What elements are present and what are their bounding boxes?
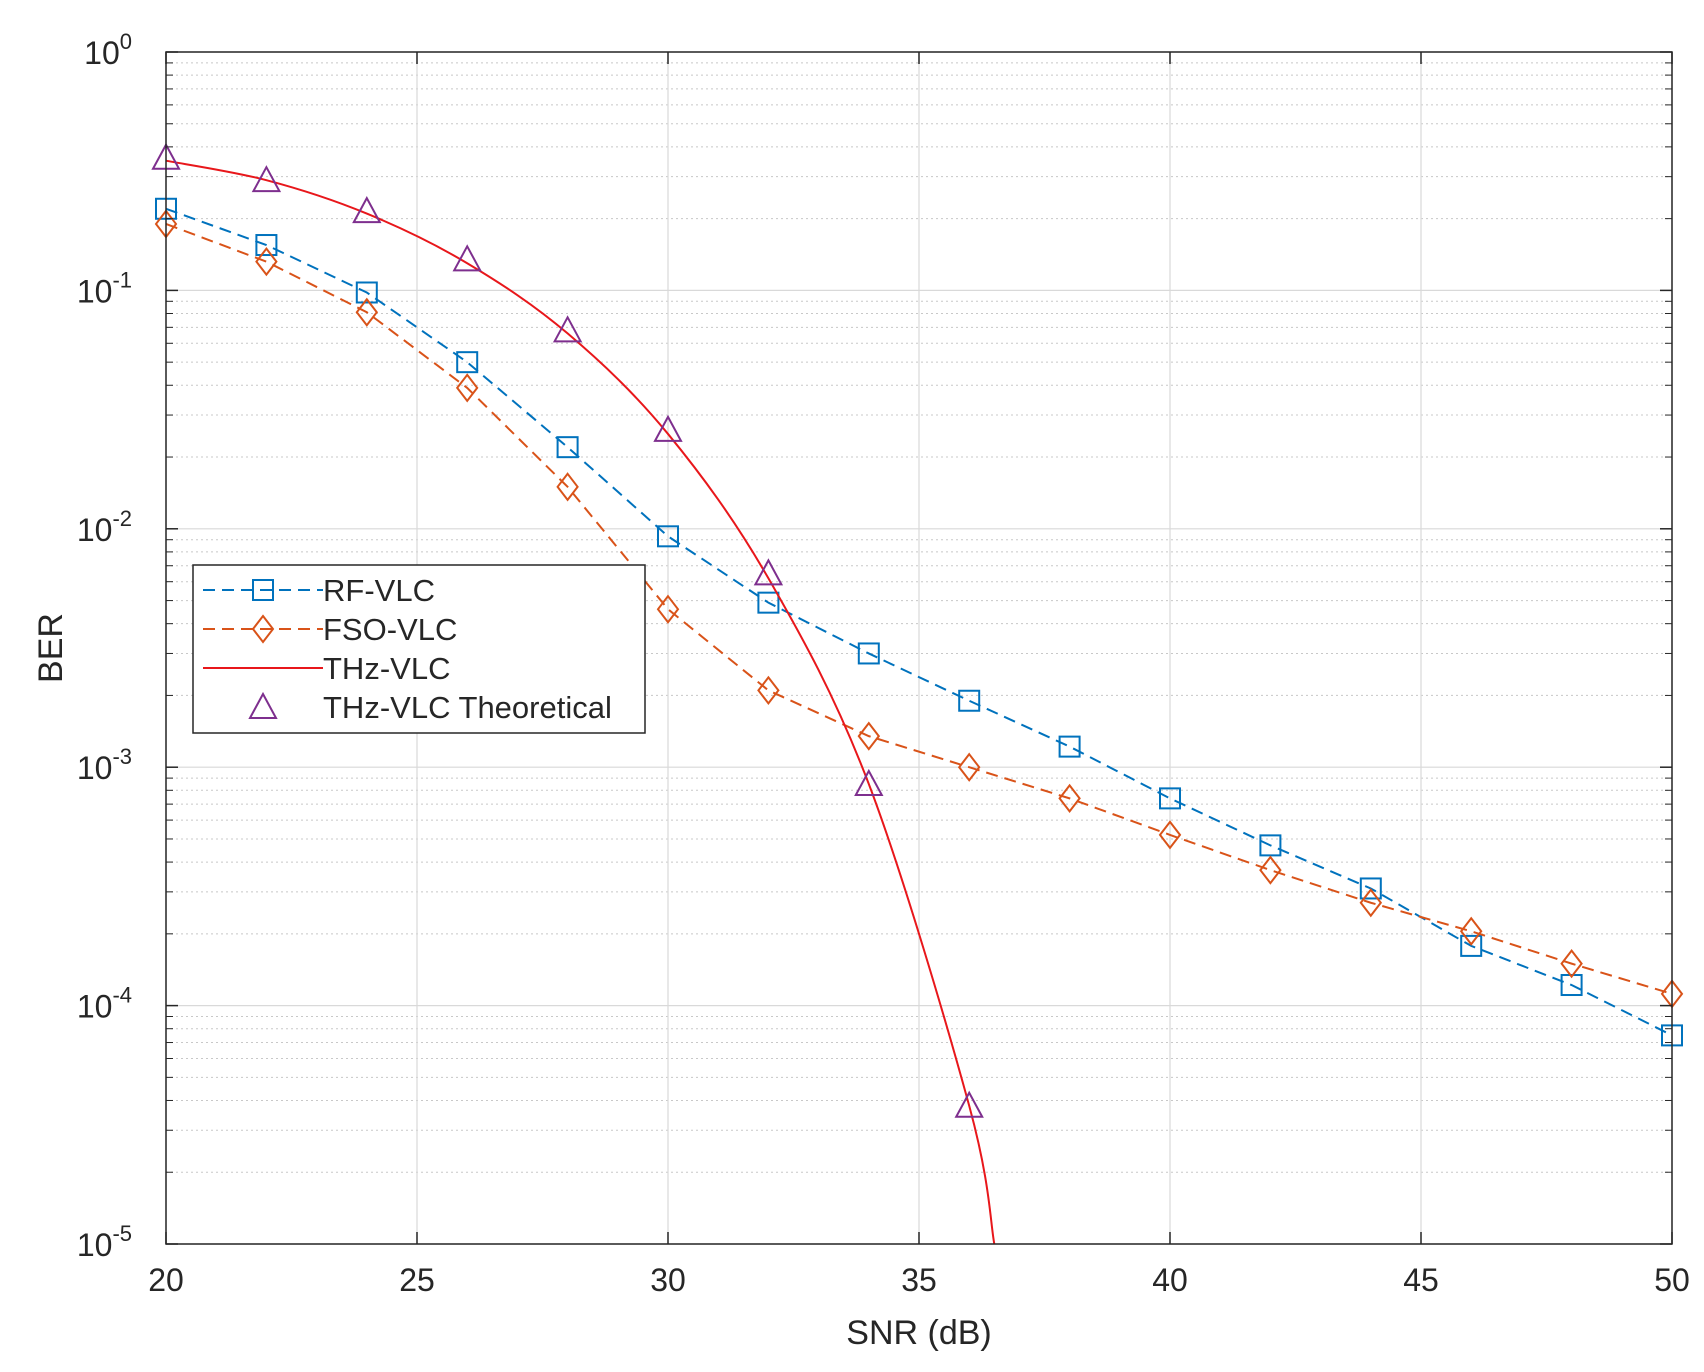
data-point-rf-vlc [456,351,479,374]
y-tick-label: 10-2 [77,506,132,548]
data-point-thz-vlc-theoretical [954,1090,984,1118]
x-tick-label: 50 [1654,1262,1690,1298]
data-point-fso-vlc [1560,948,1583,979]
data-point-fso-vlc [556,472,579,502]
y-axis-label: BER [32,613,70,683]
data-point-fso-vlc [355,297,379,327]
data-point-fso-vlc [1459,916,1483,946]
x-tick-label: 35 [901,1262,937,1298]
legend-entry-rf-vlc: RF-VLC [203,573,435,608]
data-point-rf-vlc [757,591,780,614]
data-point-rf-vlc [958,689,981,712]
legend-entry-thz-vlc-theoretical: THz-VLC Theoretical [248,690,612,725]
legend-entry-fso-vlc: FSO-VLC [203,612,457,647]
data-point-fso-vlc [957,752,981,782]
y-tick-label: 10-3 [77,744,132,786]
data-point-fso-vlc [1158,820,1182,850]
legend-marker-thz-vlc-theoretical [248,691,278,719]
legend-label-rf-vlc: RF-VLC [323,573,435,608]
data-point-thz-vlc-theoretical [653,414,683,442]
data-point-rf-vlc [657,525,679,548]
x-tick-label: 40 [1152,1262,1188,1298]
data-point-rf-vlc [255,234,278,257]
legend-entry-thz-vlc: THz-VLC [203,651,450,686]
data-point-rf-vlc [1159,787,1181,810]
legend: RF-VLC FSO-VLC THz-VLC THz-VLC Theoretical [192,564,646,734]
data-point-thz-vlc-theoretical [753,558,784,586]
y-tick-label: 10-4 [77,983,132,1025]
series-fso-vlc [154,209,1684,1009]
data-point-fso-vlc [255,247,278,277]
data-point-thz-vlc-theoretical [251,165,282,193]
x-tick-label: 30 [650,1262,686,1298]
data-point-fso-vlc [1058,783,1081,814]
data-point-rf-vlc [1460,934,1483,957]
legend-label-thz-vlc-theoretical: THz-VLC Theoretical [323,690,612,725]
data-point-thz-vlc-theoretical [452,244,482,272]
legend-marker-fso-vlc [251,614,275,644]
series-layer [151,142,1684,1245]
data-point-rf-vlc [1058,735,1081,758]
data-point-thz-vlc-theoretical [352,196,382,224]
x-tick-label: 25 [399,1262,435,1298]
data-point-fso-vlc [1359,888,1383,918]
legend-marker-rf-vlc [252,579,274,601]
legend-label-fso-vlc: FSO-VLC [323,612,457,647]
x-tick-label: 20 [148,1262,184,1298]
data-point-fso-vlc [757,675,780,706]
data-point-thz-vlc-theoretical [854,768,884,797]
y-tick-label: 100 [84,29,132,71]
data-point-rf-vlc [1259,834,1282,857]
data-point-rf-vlc [556,436,579,459]
series-line-thz-vlc [165,159,996,1245]
data-point-fso-vlc [857,721,881,751]
y-tick-label: 10-1 [77,267,132,309]
tick-layer: 20 25 30 35 40 45 50 100 10-1 10-2 10-3 10-4 10-5 [77,29,1690,1298]
data-point-fso-vlc [656,594,680,624]
series-line-fso-vlc [165,223,1673,995]
data-point-fso-vlc [1259,855,1282,885]
x-tick-label: 45 [1403,1262,1439,1298]
x-axis-label: SNR (dB) [846,1314,991,1352]
legend-label-thz-vlc: THz-VLC [323,651,450,686]
data-point-rf-vlc [1359,877,1382,900]
y-tick-label: 10-5 [77,1221,132,1263]
series-thz-vlc [165,159,996,1245]
data-point-rf-vlc [857,642,880,665]
data-point-thz-vlc-theoretical [552,315,583,343]
data-point-rf-vlc [355,281,378,304]
data-point-fso-vlc [455,373,479,403]
